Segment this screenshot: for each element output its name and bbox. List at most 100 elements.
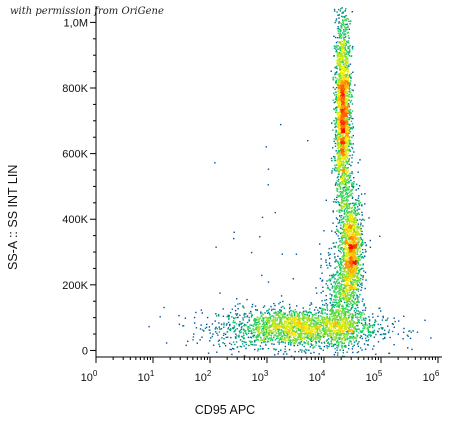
event-dot bbox=[349, 140, 351, 142]
event-dot bbox=[349, 112, 351, 115]
event-dot bbox=[338, 194, 340, 197]
event-dot bbox=[227, 314, 229, 316]
event-dot bbox=[337, 121, 339, 123]
event-dot bbox=[352, 143, 354, 145]
event-dot bbox=[284, 345, 287, 348]
event-dot bbox=[214, 328, 216, 330]
event-dot bbox=[341, 134, 343, 137]
event-dot bbox=[234, 305, 237, 307]
event-dot bbox=[279, 334, 281, 336]
event-dot bbox=[312, 318, 314, 320]
event-dot bbox=[297, 329, 300, 331]
event-dot bbox=[348, 315, 350, 317]
event-dot bbox=[342, 128, 344, 130]
event-dot bbox=[340, 196, 342, 198]
event-dot bbox=[349, 194, 351, 196]
event-dot bbox=[341, 190, 344, 192]
event-dot bbox=[353, 286, 356, 288]
event-dot bbox=[337, 188, 339, 190]
event-dot bbox=[299, 323, 302, 325]
event-dot bbox=[341, 71, 343, 74]
event-dot bbox=[289, 333, 291, 335]
event-dot bbox=[302, 322, 305, 324]
event-dot bbox=[199, 339, 201, 341]
event-dot bbox=[362, 225, 364, 227]
event-dot bbox=[336, 126, 339, 128]
event-dot bbox=[343, 132, 346, 134]
event-dot bbox=[346, 301, 349, 303]
event-dot bbox=[356, 343, 359, 345]
event-dot bbox=[274, 339, 277, 341]
event-dot bbox=[251, 331, 253, 333]
event-dot bbox=[338, 95, 341, 97]
event-dot bbox=[336, 176, 339, 179]
event-dot bbox=[268, 320, 271, 323]
event-dot bbox=[303, 333, 306, 335]
event-dot bbox=[292, 338, 294, 341]
event-dot bbox=[335, 18, 338, 20]
event-dot bbox=[342, 80, 344, 82]
event-dot bbox=[345, 44, 348, 46]
event-dot bbox=[345, 202, 348, 205]
event-dot bbox=[242, 306, 244, 308]
event-dot bbox=[254, 328, 257, 331]
event-dot bbox=[363, 343, 366, 345]
event-dot bbox=[343, 76, 345, 78]
event-dot bbox=[235, 341, 238, 343]
event-dot bbox=[316, 326, 318, 328]
event-dot bbox=[320, 336, 322, 339]
event-dot bbox=[339, 56, 342, 58]
event-dot bbox=[347, 142, 349, 144]
event-dot bbox=[347, 46, 349, 48]
event-dot bbox=[335, 167, 337, 169]
event-dot bbox=[261, 312, 264, 315]
event-dot bbox=[344, 82, 346, 85]
event-dot bbox=[342, 116, 344, 118]
event-dot bbox=[348, 148, 350, 151]
event-dot bbox=[317, 328, 319, 331]
event-dot bbox=[241, 340, 243, 343]
event-dot bbox=[343, 42, 345, 44]
event-dot bbox=[148, 325, 150, 328]
event-dot bbox=[265, 331, 267, 333]
event-dot bbox=[336, 11, 338, 13]
event-dot bbox=[354, 215, 357, 217]
event-dot bbox=[344, 65, 346, 67]
event-dot bbox=[317, 334, 320, 336]
event-dot bbox=[282, 312, 285, 314]
event-dot bbox=[182, 325, 184, 327]
event-dot bbox=[278, 324, 281, 327]
event-dot bbox=[328, 323, 331, 325]
event-dot bbox=[338, 90, 340, 92]
event-dot bbox=[287, 323, 289, 326]
event-dot bbox=[343, 144, 345, 146]
event-dot bbox=[367, 344, 369, 346]
event-dot bbox=[257, 324, 260, 326]
event-dot bbox=[311, 329, 313, 332]
event-dot bbox=[288, 311, 291, 313]
event-dot bbox=[340, 97, 343, 99]
event-dot bbox=[300, 326, 302, 328]
event-dot bbox=[336, 101, 338, 103]
event-dot bbox=[248, 316, 250, 319]
event-dot bbox=[343, 186, 346, 188]
event-dot bbox=[309, 308, 311, 310]
event-dot bbox=[331, 122, 333, 124]
event-dot bbox=[345, 191, 347, 194]
event-dot bbox=[355, 338, 358, 340]
event-dot bbox=[249, 324, 251, 326]
event-dot bbox=[344, 345, 346, 347]
event-dot bbox=[361, 300, 364, 302]
event-dot bbox=[275, 348, 278, 351]
event-dot bbox=[312, 346, 314, 349]
event-dot bbox=[358, 272, 360, 274]
event-dot bbox=[343, 209, 346, 211]
event-dot bbox=[333, 317, 336, 319]
event-dot bbox=[287, 326, 289, 328]
event-dot bbox=[251, 332, 253, 335]
event-dot bbox=[320, 348, 322, 350]
event-dot bbox=[346, 128, 348, 130]
event-dot bbox=[251, 303, 254, 306]
event-dot bbox=[338, 29, 340, 31]
event-dot bbox=[347, 126, 349, 129]
